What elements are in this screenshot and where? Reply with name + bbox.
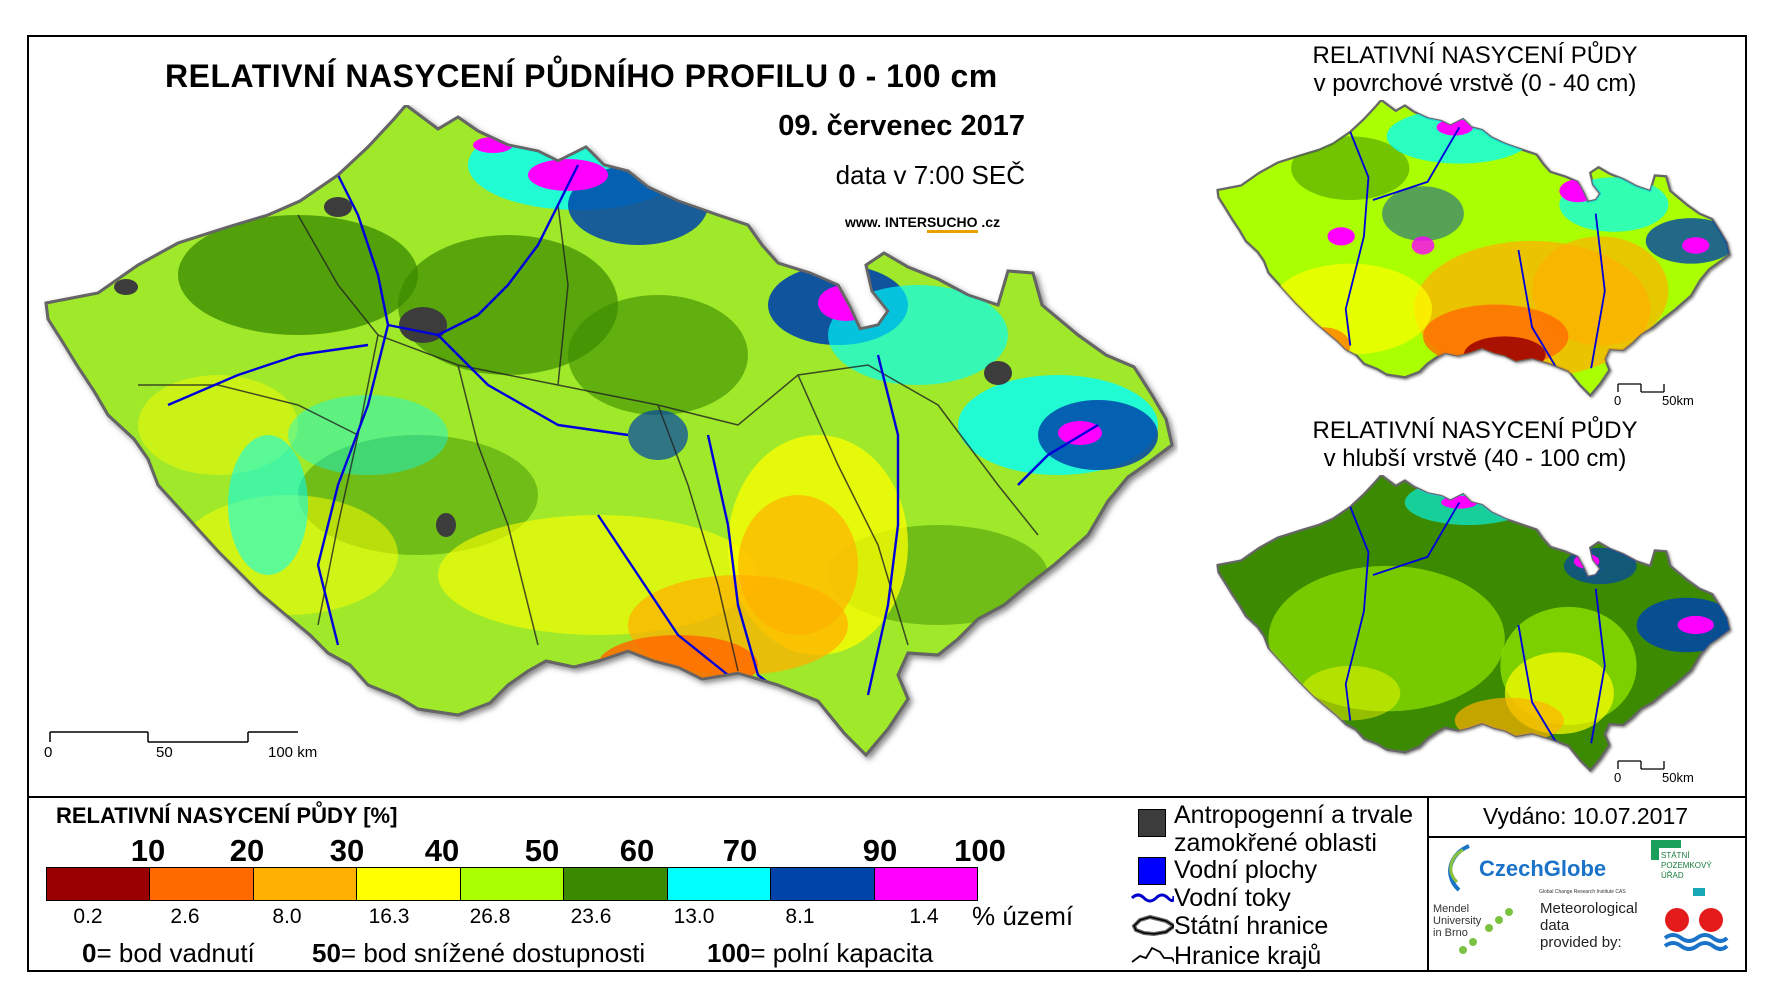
legend-title: RELATIVNÍ NASYCENÍ PŮDY [%] [56, 803, 398, 828]
legend-swatch [667, 868, 772, 900]
legend-divider [27, 796, 1747, 798]
legend-pct-8: 8.1 [785, 905, 815, 928]
legend-colorbar [46, 867, 978, 901]
bottom-map-title-line2: v hlubší vrstvě (40 - 100 cm) [1323, 445, 1627, 472]
mendel-line2: University [1433, 915, 1482, 927]
legend-pct-9: 1.4 [909, 905, 939, 928]
legend-tick-10: 10 [130, 833, 166, 868]
legend-tick-30: 30 [329, 833, 365, 868]
top-map-scale-0: 0 [1614, 393, 1622, 408]
legend-pct-3: 8.0 [272, 905, 302, 928]
czechglobe-logo: CzechGlobe Global Change Research Instit… [1448, 844, 1626, 895]
spu-logo: STÁTNÍ POZEMKOVÝ ÚŘAD [1651, 840, 1712, 896]
bottom-map-title: RELATIVNÍ NASYCENÍ PŮDY v hlubší vrstvě … [1215, 417, 1735, 473]
legend-pct-7: 13.0 [673, 905, 715, 928]
main-time: data v 7:00 SEČ [835, 160, 1025, 190]
meteo-line1: Meteorological [1540, 900, 1638, 917]
legend-pct-4: 16.3 [368, 905, 410, 928]
bottom-map-scale-50: 50km [1662, 770, 1694, 785]
top-map-scale-50: 50km [1662, 393, 1694, 408]
legend-swatch [564, 868, 668, 900]
issued-divider [1427, 836, 1747, 838]
mendel-line1: Mendel [1433, 903, 1469, 915]
region-border-icon [1131, 946, 1174, 963]
chmi-logo [1663, 908, 1729, 951]
note-reduced-availability: 50= bod snížené dostupnosti [312, 938, 646, 968]
bottom-small-map [1216, 475, 1731, 772]
legend-tick-90: 90 [862, 833, 898, 868]
note-wilting-point: 0= bod vadnutí [82, 938, 255, 968]
legend-statni-hranice: Státní hranice [1130, 912, 1328, 940]
top-small-map [1216, 100, 1731, 397]
main-scale-0: 0 [44, 744, 53, 761]
legend-tick-100: 100 [954, 833, 1006, 868]
legend-pct-6: 23.6 [570, 905, 612, 928]
main-date: 09. červenec 2017 [778, 110, 1025, 142]
meteo-provider: Meteorological data provided by: [1540, 900, 1638, 951]
legend-vodni-toky: Vodní toky [1130, 884, 1291, 912]
legend-swatch [874, 868, 977, 900]
issued-date: Vydáno: 10.07.2017 [1483, 803, 1689, 829]
legend-swatch [47, 868, 151, 900]
legend-tick-60: 60 [619, 833, 655, 868]
river-line-icon [1130, 893, 1174, 903]
legend-swatch [460, 868, 565, 900]
website-pre: www. INTER [845, 214, 927, 230]
mendel-line3: in Brno [1433, 927, 1468, 939]
spu-line1: STÁTNÍ [1661, 851, 1690, 860]
main-map [44, 105, 1174, 757]
antropogenni-swatch [1138, 809, 1166, 837]
legend-vodni-plochy: Vodní plochy [1130, 856, 1317, 885]
legend-tick-20: 20 [229, 833, 265, 868]
legend-pct-5: 26.8 [469, 905, 511, 928]
czechglobe-subtitle: Global Change Research Institute CAS [1539, 889, 1626, 895]
legend-swatch [150, 868, 254, 900]
legend-hranice-kraju: Hranice krajů [1130, 942, 1321, 970]
main-scale-100: 100 km [268, 744, 318, 761]
top-map-title: RELATIVNÍ NASYCENÍ PŮDY v povrchové vrst… [1215, 42, 1735, 98]
legend-percent-unit: % území [972, 901, 1074, 931]
legend-vertical-divider [1427, 796, 1429, 972]
legend-antropogenni: Antropogenní a trvale zamokřené oblasti [1130, 801, 1413, 857]
legend-tick-40: 40 [424, 833, 460, 868]
website-label[interactable]: www. INTERSUCHO .cz [845, 214, 1001, 233]
legend-swatch [357, 868, 461, 900]
spu-line3: ÚŘAD [1661, 871, 1684, 880]
legend-swatch [771, 868, 875, 900]
legend-tick-70: 70 [722, 833, 758, 868]
top-map-title-line2: v povrchové vrstvě (0 - 40 cm) [1313, 70, 1637, 97]
legend-pct-1: 0.2 [73, 905, 103, 928]
legend-tick-50: 50 [524, 833, 560, 868]
website-mid: SUCHO [926, 214, 978, 233]
bottom-map-scale-0: 0 [1614, 770, 1622, 785]
spu-line2: POZEMKOVÝ [1661, 861, 1712, 870]
legend-swatch [253, 868, 358, 900]
logos-panel: CzechGlobe Global Change Research Instit… [1429, 838, 1747, 972]
vodni-plochy-swatch [1138, 857, 1166, 885]
main-title: RELATIVNÍ NASYCENÍ PŮDNÍHO PROFILU 0 - 1… [165, 58, 998, 94]
main-scale-50: 50 [156, 744, 173, 761]
legend-pct-2: 2.6 [170, 905, 200, 928]
state-border-icon [1131, 914, 1174, 937]
top-map-title-line1: RELATIVNÍ NASYCENÍ PŮDY [1312, 42, 1638, 69]
mendel-logo: Mendel University in Brno [1433, 903, 1513, 954]
czechglobe-text: CzechGlobe [1479, 856, 1606, 881]
note-field-capacity: 100= polní kapacita [707, 938, 934, 968]
bottom-map-title-line1: RELATIVNÍ NASYCENÍ PŮDY [1312, 417, 1638, 444]
website-post: .cz [977, 214, 1001, 230]
meteo-line3: provided by: [1540, 934, 1622, 951]
meteo-line2: data [1540, 917, 1570, 934]
